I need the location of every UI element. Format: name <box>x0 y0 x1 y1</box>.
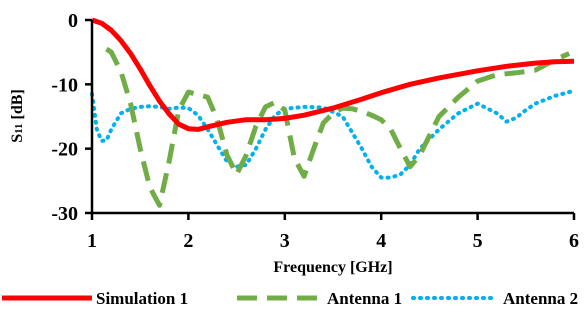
x-tick-label: 1 <box>87 230 97 252</box>
x-tick-label: 3 <box>280 230 290 252</box>
series-line-simulation-1 <box>91 17 575 132</box>
y-axis-title-unit: [dB] <box>9 89 26 123</box>
x-tick-label: 6 <box>569 230 579 252</box>
x-tick-label: 4 <box>376 230 386 252</box>
y-tick-label: -10 <box>51 74 78 96</box>
y-axis-title: S11 [dB] <box>9 89 26 143</box>
x-axis-title: Frequency [GHz] <box>273 259 392 276</box>
legend-label: Antenna 2 <box>503 289 578 308</box>
y-tick-label: -30 <box>51 203 78 225</box>
series-line-antenna-2 <box>90 88 576 180</box>
legend: Simulation 1 Antenna 1 Antenna 2 <box>2 289 578 308</box>
y-axis-title-sub: 11 <box>13 123 25 133</box>
legend-label: Simulation 1 <box>96 289 188 308</box>
x-tick-label: 2 <box>183 230 193 252</box>
y-axis-title-main: S <box>9 134 26 143</box>
ticks-layer: 1 2 3 4 5 6 0 -10 -20 -30 <box>51 10 579 252</box>
axes-layer <box>90 20 574 215</box>
series-line-antenna-1 <box>105 46 571 208</box>
y-tick-label: 0 <box>68 10 78 32</box>
y-tick-label: -20 <box>51 139 78 161</box>
x-tick-label: 5 <box>473 230 483 252</box>
legend-label: Antenna 1 <box>327 289 402 308</box>
series-layer <box>90 17 576 208</box>
